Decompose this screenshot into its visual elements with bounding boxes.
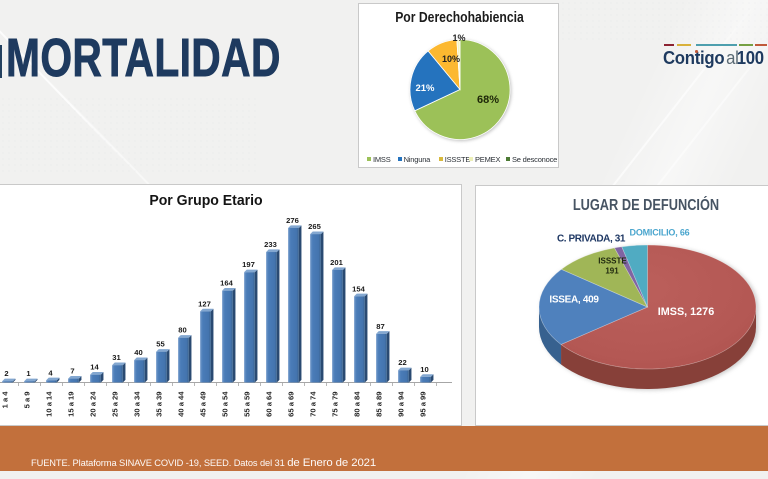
svg-text:7: 7	[70, 367, 74, 376]
svg-text:40 a 44: 40 a 44	[177, 391, 186, 417]
svg-text:1 a 4: 1 a 4	[1, 391, 10, 409]
svg-text:55 a 59: 55 a 59	[243, 392, 252, 417]
svg-text:85 a 89: 85 a 89	[375, 392, 384, 417]
svg-text:10 a 14: 10 a 14	[45, 391, 54, 417]
svg-text:80: 80	[178, 326, 186, 335]
svg-text:21%: 21%	[415, 83, 435, 94]
svg-text:164: 164	[220, 279, 233, 288]
svg-text:95 a 99: 95 a 99	[419, 392, 428, 417]
svg-text:276: 276	[286, 216, 299, 225]
svg-text:265: 265	[308, 222, 321, 231]
svg-text:ISSEA, 409: ISSEA, 409	[549, 295, 599, 306]
svg-text:127: 127	[198, 299, 211, 308]
svg-text:C. PRIVADA, 31: C. PRIVADA, 31	[557, 234, 626, 245]
svg-text:35 a 39: 35 a 39	[155, 392, 164, 417]
svg-text:5 a 9: 5 a 9	[23, 392, 32, 409]
svg-text:DOMICILIO, 66: DOMICILIO, 66	[630, 228, 690, 238]
svg-text:10: 10	[420, 365, 428, 374]
svg-text:1%: 1%	[452, 33, 465, 43]
svg-text:40: 40	[134, 348, 142, 357]
svg-text:70 a 74: 70 a 74	[309, 391, 318, 417]
svg-text:50 a 54: 50 a 54	[221, 391, 230, 417]
svg-text:197: 197	[242, 260, 255, 269]
svg-text:31: 31	[112, 353, 121, 362]
svg-text:154: 154	[352, 284, 365, 293]
svg-text:60 a 64: 60 a 64	[265, 391, 274, 417]
svg-text:191: 191	[605, 267, 619, 276]
svg-text:20 a 24: 20 a 24	[89, 391, 98, 417]
svg-text:45 a 49: 45 a 49	[199, 392, 208, 417]
svg-text:IMSS, 1276: IMSS, 1276	[658, 306, 714, 318]
svg-text:22: 22	[398, 358, 406, 367]
svg-text:75 a 79: 75 a 79	[331, 392, 340, 417]
svg-text:65 a 69: 65 a 69	[287, 392, 296, 417]
svg-text:25 a 29: 25 a 29	[111, 392, 120, 417]
svg-text:14: 14	[90, 363, 99, 372]
svg-text:15 a 19: 15 a 19	[67, 392, 76, 417]
svg-text:201: 201	[330, 258, 343, 267]
svg-text:ISSSTE: ISSSTE	[598, 257, 627, 266]
svg-text:87: 87	[376, 322, 384, 331]
svg-text:2: 2	[4, 369, 8, 378]
svg-text:10%: 10%	[442, 54, 460, 64]
svg-text:68%: 68%	[477, 94, 499, 106]
svg-text:55: 55	[156, 340, 165, 349]
svg-text:90 a 94: 90 a 94	[397, 391, 406, 417]
svg-text:4: 4	[48, 368, 53, 377]
svg-text:1: 1	[26, 369, 31, 378]
svg-text:233: 233	[264, 240, 277, 249]
svg-text:80 a 84: 80 a 84	[353, 391, 362, 417]
svg-text:30 a 34: 30 a 34	[133, 391, 142, 417]
